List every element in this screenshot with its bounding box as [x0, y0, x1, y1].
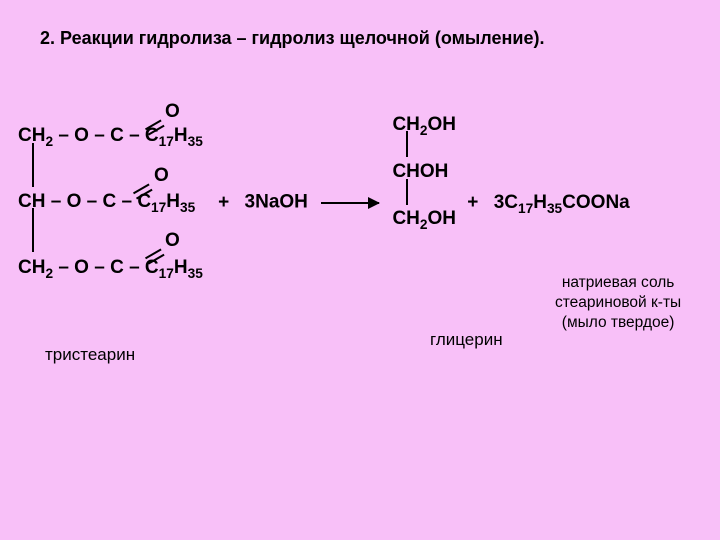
- ester-row-2: CH – O – C – C17H35: [18, 186, 203, 219]
- reaction-equation: O CH2 – O – C – C17H35 O CH – O – C – C1…: [18, 120, 630, 285]
- glycerol-bond-1: [406, 131, 408, 157]
- plus-1: +: [218, 192, 229, 214]
- label-soap: натриевая соль стеариновой к-ты (мыло тв…: [555, 273, 681, 333]
- tristearin-structure: O CH2 – O – C – C17H35 O CH – O – C – C1…: [18, 120, 203, 285]
- ester-row-1: CH2 – O – C – C17H35: [18, 120, 203, 153]
- glycerol-structure: CH2OH CHOH CH2OH: [392, 169, 456, 235]
- naoh: 3NaOH: [245, 192, 308, 213]
- plus-2: +: [467, 192, 478, 214]
- reaction-arrow: [321, 202, 379, 204]
- glycerol-bond-2: [406, 179, 408, 205]
- label-tristearin: тристеарин: [45, 345, 135, 365]
- title: 2. Реакции гидролиза – гидролиз щелочной…: [40, 28, 544, 49]
- label-glycerin: глицерин: [430, 330, 503, 350]
- glycerol-row-3: CH2OH: [392, 203, 456, 236]
- glycerol-row-2: CHOH: [392, 156, 456, 188]
- backbone-bond-2: [32, 208, 34, 252]
- backbone-bond-1: [32, 143, 34, 187]
- ester-row-3: CH2 – O – C – C17H35: [18, 252, 203, 285]
- glycerol-row-1: CH2OH: [392, 109, 456, 142]
- soap-product: 3C17H35COONa: [494, 192, 630, 213]
